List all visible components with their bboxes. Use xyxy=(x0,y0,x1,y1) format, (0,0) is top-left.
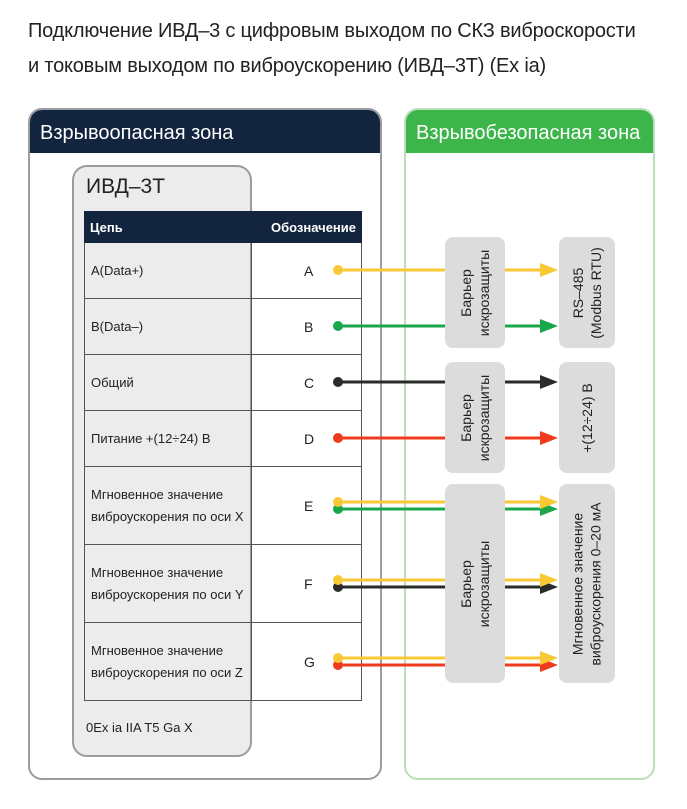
wire-E-yellow xyxy=(333,495,558,509)
title-line-2: и токовым выходом по виброускорению (ИВД… xyxy=(28,55,546,77)
circuit-cell: Общий xyxy=(84,355,252,410)
hazardous-zone: Взрывоопасная зона xyxy=(28,108,382,780)
wire-C-black xyxy=(333,375,558,389)
circuit-cell: Мгновенное значение виброускорения по ос… xyxy=(84,545,252,622)
pin-cell: F xyxy=(252,545,362,622)
circuit-cell: Мгновенное значение виброускорения по ос… xyxy=(84,467,252,544)
barrier-3: Барьер искрозащиты xyxy=(445,484,505,683)
pin-dot xyxy=(333,575,343,585)
header-circuit: Цепь xyxy=(90,219,123,235)
wire-F-black xyxy=(333,580,558,594)
barrier-1: Барьер искрозащиты xyxy=(445,237,505,348)
wire-E-green xyxy=(333,502,558,516)
wire-F-yellow xyxy=(333,573,558,587)
pin-cell: E xyxy=(252,467,362,544)
header-pin: Обозначение xyxy=(271,219,356,235)
wire-G-red xyxy=(333,658,558,672)
pin-dot xyxy=(333,653,343,663)
pin-cell: G xyxy=(252,623,362,700)
device-box xyxy=(72,165,252,757)
table-row: Мгновенное значение виброускорения по ос… xyxy=(84,623,362,701)
pin-dot xyxy=(333,265,343,275)
target-rs485: RS–485 (Modbus RTU) xyxy=(559,237,615,348)
circuit-cell: B(Data–) xyxy=(84,299,252,354)
title-line-1: Подключение ИВД–3 с цифровым выходом по … xyxy=(28,20,636,42)
pin-dot xyxy=(333,582,343,592)
pin-dot xyxy=(333,321,343,331)
circuit-cell: Мгновенное значение виброускорения по ос… xyxy=(84,623,252,700)
device-name: ИВД–3Т xyxy=(86,175,166,198)
pin-dot xyxy=(333,660,343,670)
wire-B-green xyxy=(333,319,558,333)
target-current-output: Мгновенное значение виброускорения 0–20 м… xyxy=(559,484,615,683)
hazardous-zone-header: Взрывоопасная зона xyxy=(30,110,380,153)
wire-D-red xyxy=(333,431,558,445)
safe-zone-header: Взрывобезопасная зона xyxy=(406,110,653,153)
target-power: +(12÷24) В xyxy=(559,362,615,473)
pin-dot xyxy=(333,433,343,443)
circuit-cell: Питание +(12÷24) В xyxy=(84,411,252,466)
ex-marking: 0Ex ia IIA T5 Ga X xyxy=(86,720,193,735)
safe-zone: Взрывобезопасная зона xyxy=(404,108,655,780)
pin-dot xyxy=(333,497,343,507)
pin-dot xyxy=(333,377,343,387)
wire-G-yellow xyxy=(333,651,558,665)
pin-table: Цепь Обозначение A(Data+) A B(Data–) B Общий… xyxy=(84,211,362,701)
table-row: Мгновенное значение виброускорения по ос… xyxy=(84,545,362,623)
wire-A-yellow xyxy=(333,263,558,277)
table-header: Цепь Обозначение xyxy=(84,211,362,243)
circuit-cell: A(Data+) xyxy=(84,243,252,298)
pin-dot xyxy=(333,504,343,514)
barrier-2: Барьер искрозащиты xyxy=(445,362,505,473)
table-row: Мгновенное значение виброускорения по ос… xyxy=(84,467,362,545)
